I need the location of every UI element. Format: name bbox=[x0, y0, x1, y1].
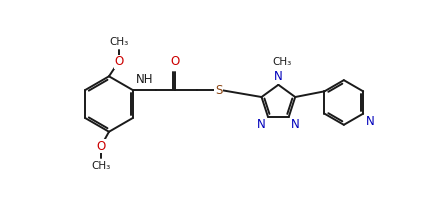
Text: N: N bbox=[274, 70, 283, 83]
Text: CH₃: CH₃ bbox=[109, 37, 129, 47]
Text: N: N bbox=[257, 118, 266, 131]
Text: CH₃: CH₃ bbox=[273, 57, 292, 67]
Text: O: O bbox=[114, 55, 124, 68]
Text: N: N bbox=[291, 118, 300, 131]
Text: O: O bbox=[171, 55, 180, 68]
Text: N: N bbox=[366, 115, 375, 128]
Text: CH₃: CH₃ bbox=[91, 161, 110, 171]
Text: O: O bbox=[96, 140, 105, 153]
Text: S: S bbox=[215, 84, 222, 97]
Text: NH: NH bbox=[136, 73, 153, 85]
